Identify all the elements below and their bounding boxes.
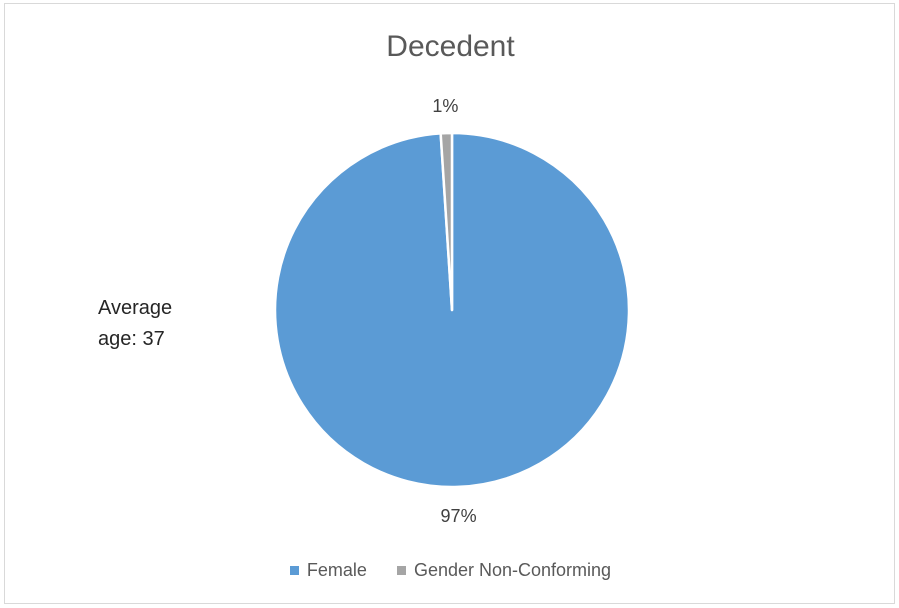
chart-legend: Female Gender Non-Conforming (5, 560, 896, 581)
chart-area: Decedent 97% 1% Average age: 37 Female Ge… (4, 3, 895, 604)
annotation-line-1: Average (98, 297, 173, 319)
data-label-gender-non-conforming: 1% (432, 96, 458, 116)
legend-label-gender-non-conforming: Gender Non-Conforming (413, 560, 612, 580)
pie-slice-gender-non-conforming (439, 131, 454, 312)
chart-title: Decedent (386, 30, 515, 63)
legend-item-gender-non-conforming: Gender Non-Conforming (396, 560, 612, 581)
average-age-annotation: Average age: 37 (98, 293, 238, 355)
pie-chart: 97% 1% (273, 96, 631, 526)
legend-label-female: Female (306, 560, 367, 580)
legend-item-female: Female (289, 560, 367, 581)
annotation-line-2: age: 37 (98, 328, 165, 350)
data-label-female: 97% (441, 506, 477, 526)
legend-swatch-female (289, 566, 299, 575)
legend-swatch-gender-non-conforming (396, 566, 406, 575)
